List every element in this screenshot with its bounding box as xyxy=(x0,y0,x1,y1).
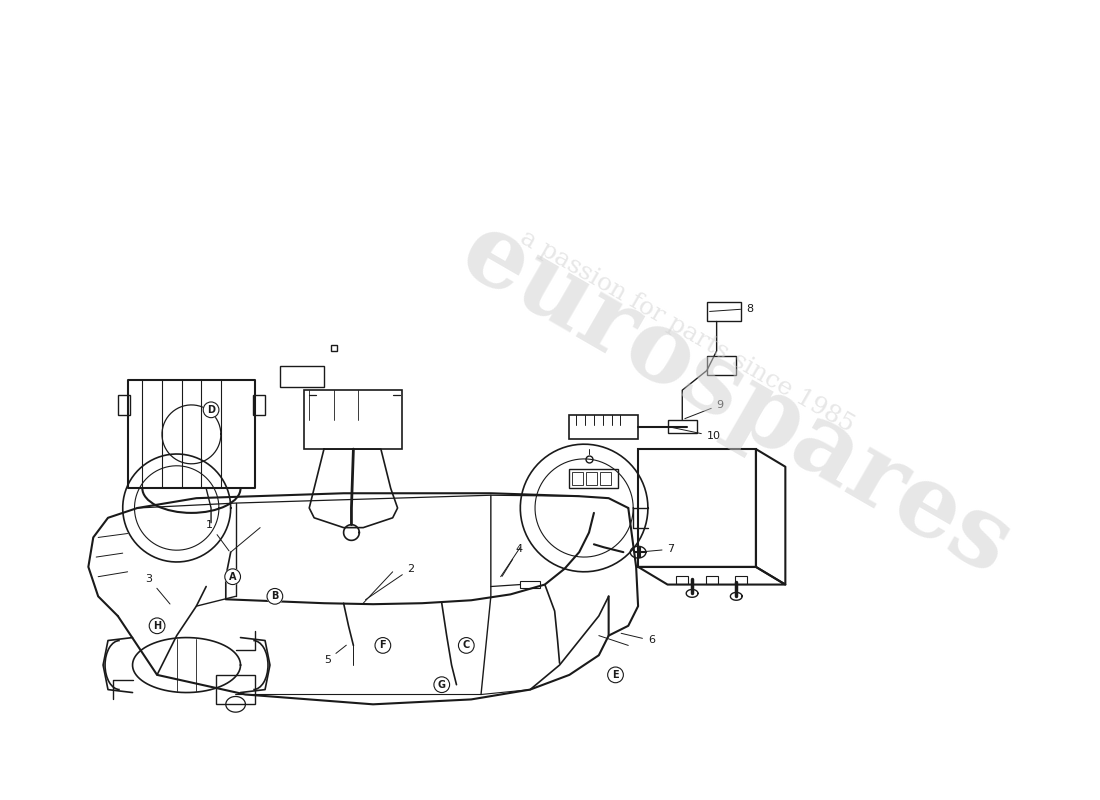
Bar xyxy=(570,414,638,439)
Circle shape xyxy=(375,638,390,654)
Text: eurospares: eurospares xyxy=(444,203,1028,597)
Text: 1: 1 xyxy=(206,520,229,551)
Bar xyxy=(520,581,540,589)
Circle shape xyxy=(224,569,241,585)
Bar xyxy=(706,576,717,583)
Text: 5: 5 xyxy=(324,645,346,665)
Bar xyxy=(253,395,265,414)
Text: 3: 3 xyxy=(145,574,170,604)
Text: a passion for parts since 1985: a passion for parts since 1985 xyxy=(516,226,858,437)
Text: D: D xyxy=(207,405,216,415)
Bar xyxy=(570,469,618,488)
Text: 2: 2 xyxy=(365,564,415,600)
Bar xyxy=(600,472,610,486)
Circle shape xyxy=(267,589,283,604)
Circle shape xyxy=(150,618,165,634)
Text: F: F xyxy=(379,641,386,650)
Text: G: G xyxy=(438,680,446,690)
Bar xyxy=(279,366,324,387)
Text: E: E xyxy=(613,670,619,680)
Bar xyxy=(572,472,583,486)
Bar xyxy=(128,380,255,488)
Bar xyxy=(707,302,741,322)
Bar xyxy=(676,576,689,583)
Text: 8: 8 xyxy=(710,304,754,314)
Text: 7: 7 xyxy=(641,544,674,554)
Text: H: H xyxy=(153,621,161,630)
Bar xyxy=(216,675,255,704)
Circle shape xyxy=(607,667,624,682)
Text: C: C xyxy=(463,641,470,650)
Text: 4: 4 xyxy=(502,544,522,576)
Text: B: B xyxy=(272,591,278,602)
Text: 6: 6 xyxy=(621,634,654,646)
Text: 10: 10 xyxy=(670,427,720,442)
Bar xyxy=(586,472,597,486)
Bar xyxy=(305,390,403,449)
Bar xyxy=(707,356,736,375)
Text: 9: 9 xyxy=(685,400,724,418)
Circle shape xyxy=(204,402,219,418)
Text: A: A xyxy=(229,572,236,582)
Bar xyxy=(638,449,756,567)
Bar xyxy=(735,576,747,583)
Circle shape xyxy=(459,638,474,654)
Circle shape xyxy=(433,677,450,693)
Bar xyxy=(118,395,130,414)
Bar xyxy=(668,420,697,434)
